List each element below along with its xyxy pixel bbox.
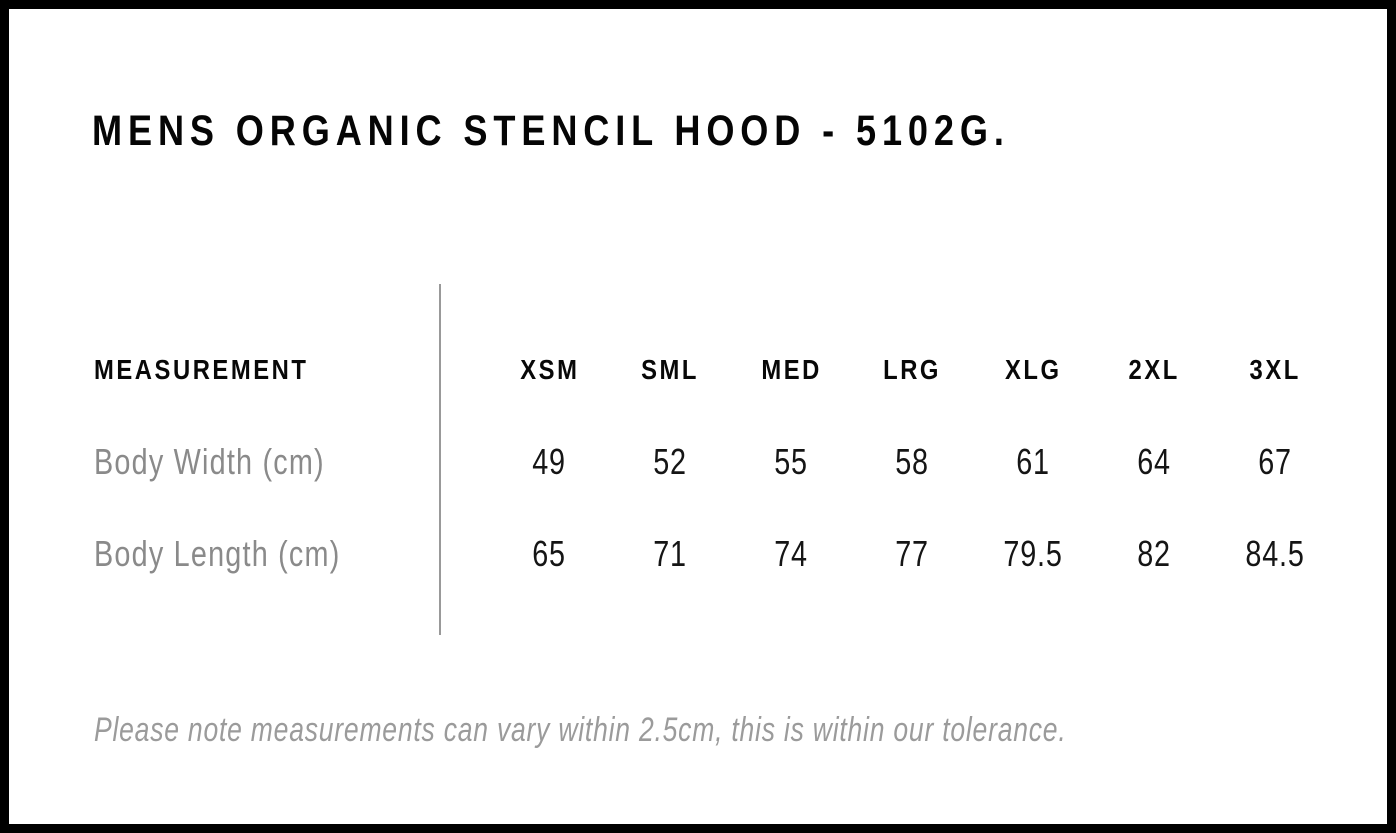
cell-value: 61: [1016, 441, 1051, 482]
body-length-xsm: 65: [489, 536, 610, 572]
table-row-body-length: Body Length (cm) 65 71 74 77 79.5 82 84.…: [94, 508, 1336, 600]
cell-value: 52: [653, 441, 688, 482]
body-length-xlg: 79.5: [973, 536, 1094, 572]
body-width-lrg: 58: [852, 444, 973, 480]
row-label-body-length: Body Length (cm): [94, 536, 489, 572]
size-header-text: LRG: [883, 354, 942, 385]
size-header-text: 2XL: [1128, 354, 1181, 385]
cell-value: 82: [1137, 533, 1172, 574]
size-chart-table: MEASUREMENT XSM SML MED LRG XLG 2XL 3XL: [94, 324, 1336, 600]
cell-value: 58: [895, 441, 930, 482]
cell-value: 79.5: [1003, 533, 1064, 574]
table-divider-line: [439, 284, 441, 635]
cell-value: 71: [653, 533, 688, 574]
size-header-text: MED: [761, 354, 822, 385]
column-header-sml: SML: [610, 356, 731, 384]
cell-value: 64: [1137, 441, 1172, 482]
size-header-text: XSM: [519, 354, 580, 385]
body-width-med: 55: [731, 444, 852, 480]
page-title-text: MENS ORGANIC STENCIL HOOD - 5102G.: [92, 107, 1010, 155]
size-header-text: XLG: [1005, 354, 1062, 385]
measurement-header-text: MEASUREMENT: [94, 354, 309, 385]
column-header-xsm: XSM: [489, 356, 610, 384]
column-header-med: MED: [731, 356, 852, 384]
body-width-xlg: 61: [973, 444, 1094, 480]
table-row-body-width: Body Width (cm) 49 52 55 58 61 64 67: [94, 416, 1336, 508]
cell-value: 67: [1258, 441, 1293, 482]
cell-value: 74: [774, 533, 809, 574]
body-length-sml: 71: [610, 536, 731, 572]
cell-value: 55: [774, 441, 809, 482]
body-width-xsm: 49: [489, 444, 610, 480]
row-label-text: Body Length (cm): [94, 533, 341, 574]
size-header-text: SML: [641, 354, 700, 385]
body-length-med: 74: [731, 536, 852, 572]
body-width-3xl: 67: [1215, 444, 1336, 480]
body-width-sml: 52: [610, 444, 731, 480]
body-length-3xl: 84.5: [1215, 536, 1336, 572]
cell-value: 49: [532, 441, 567, 482]
page-title: MENS ORGANIC STENCIL HOOD - 5102G.: [92, 107, 1185, 155]
body-length-2xl: 82: [1094, 536, 1215, 572]
cell-value: 84.5: [1245, 533, 1306, 574]
cell-value: 65: [532, 533, 567, 574]
row-label-body-width: Body Width (cm): [94, 444, 489, 480]
column-header-xlg: XLG: [973, 356, 1094, 384]
body-width-2xl: 64: [1094, 444, 1215, 480]
tolerance-note: Please note measurements can vary within…: [94, 713, 1341, 747]
table-header-row: MEASUREMENT XSM SML MED LRG XLG 2XL 3XL: [94, 324, 1336, 416]
cell-value: 77: [895, 533, 930, 574]
column-header-lrg: LRG: [852, 356, 973, 384]
column-header-2xl: 2XL: [1094, 356, 1215, 384]
column-header-measurement: MEASUREMENT: [94, 356, 489, 384]
column-header-3xl: 3XL: [1215, 356, 1336, 384]
body-length-lrg: 77: [852, 536, 973, 572]
tolerance-note-text: Please note measurements can vary within…: [94, 711, 1067, 749]
row-label-text: Body Width (cm): [94, 441, 325, 482]
size-header-text: 3XL: [1249, 354, 1302, 385]
